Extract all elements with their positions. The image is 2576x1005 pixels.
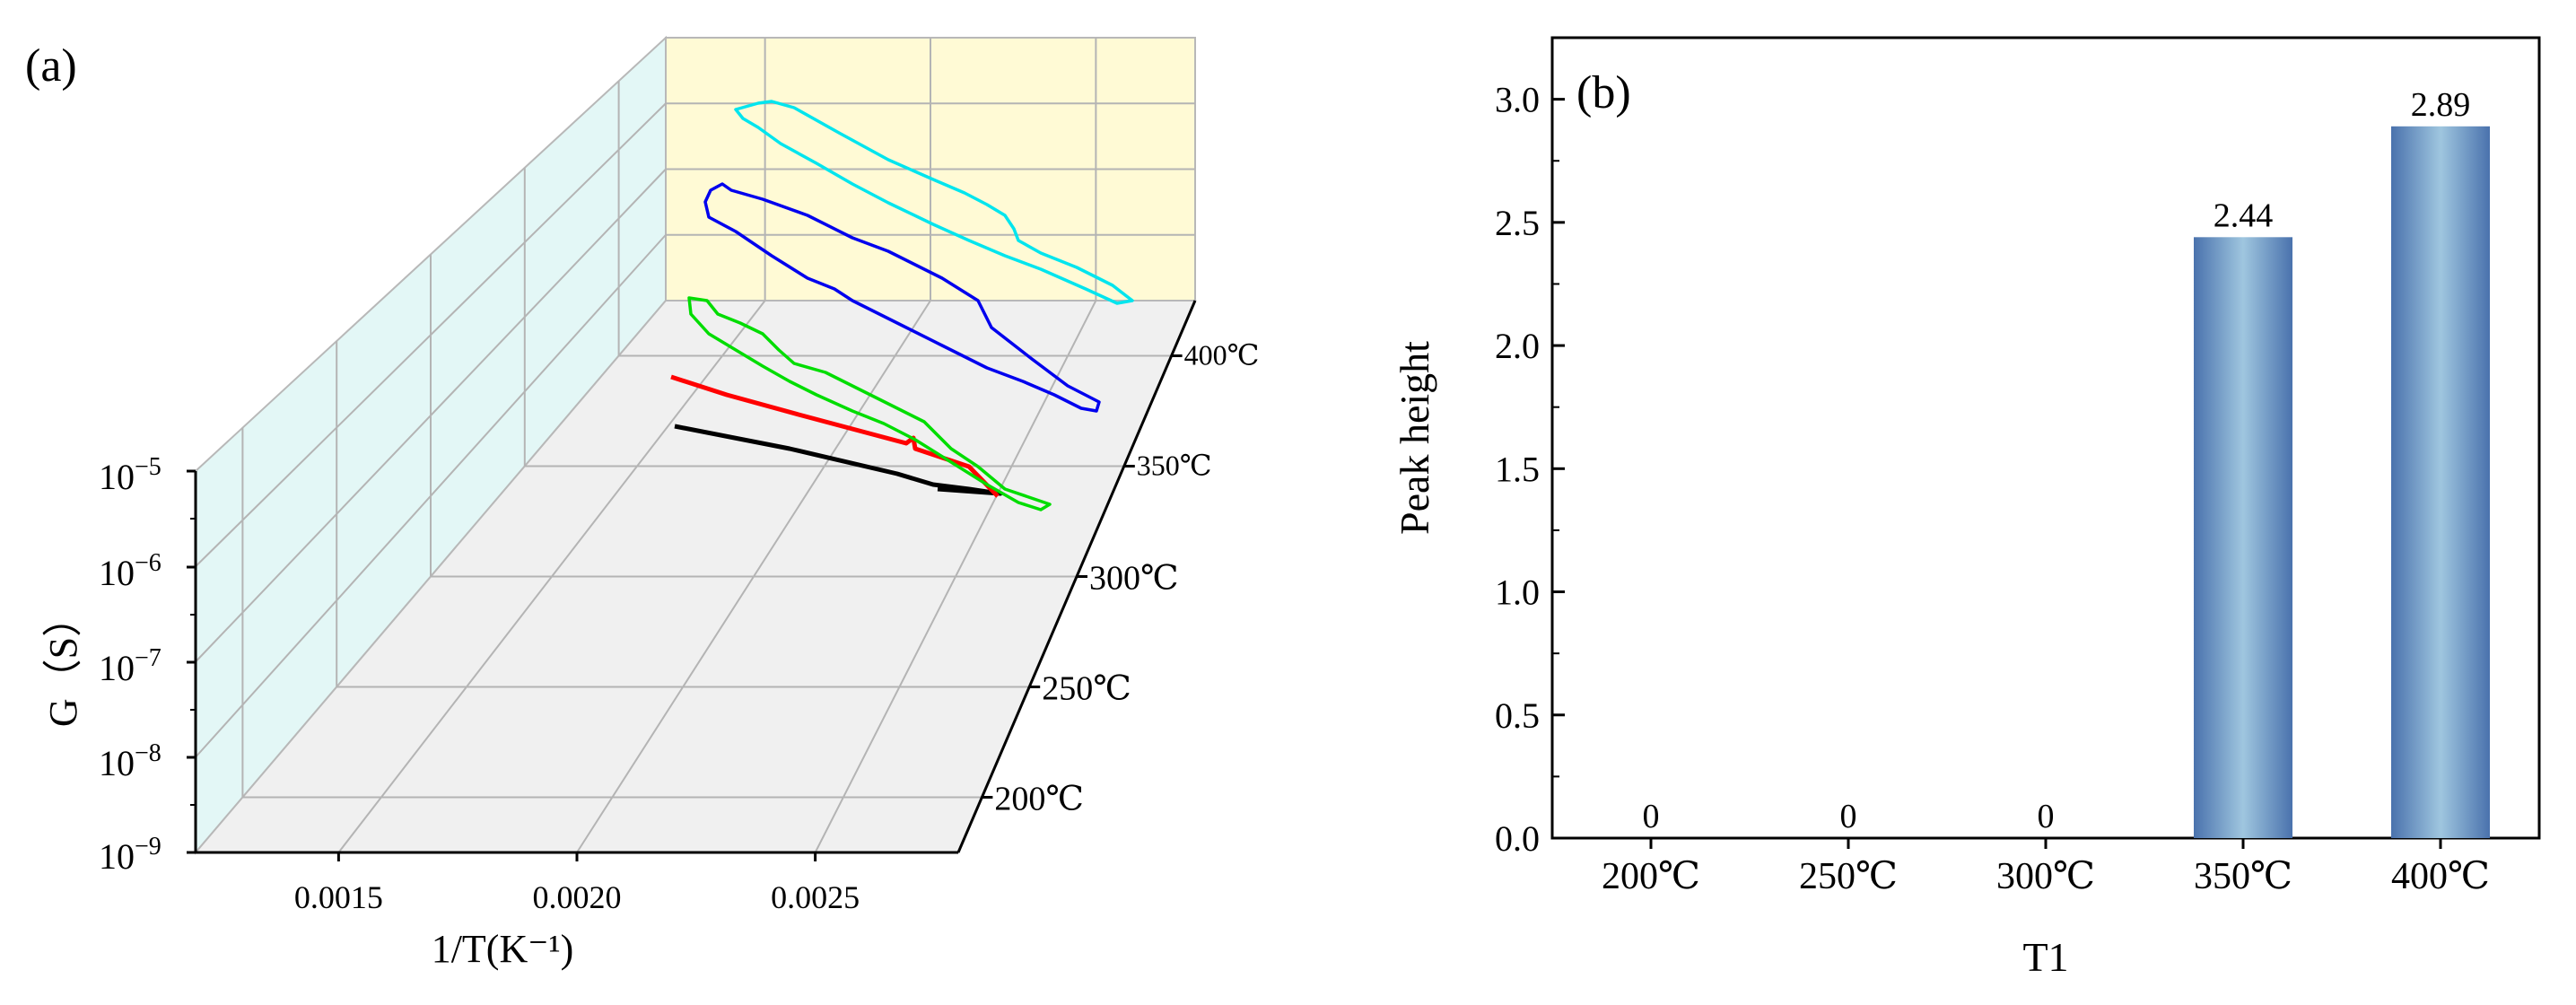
panel-a-depth-axis: 200℃ 250℃ 300℃ 350℃ 400℃: [956, 300, 1260, 853]
trace-350C: [703, 182, 1101, 413]
trace-300C: [687, 296, 1052, 511]
bar: [2194, 237, 2292, 838]
x-tick-label: 300℃: [1996, 856, 2095, 897]
y-tick-label: 2.0: [1495, 326, 1540, 366]
bar-value-label: 2.89: [2411, 86, 2471, 124]
panel-a-x-axis: 0.0015 0.0020 0.0025 1/T(K⁻¹): [196, 851, 958, 971]
y-axis-label: Peak height: [1392, 341, 1437, 535]
y-tick-label: 2.5: [1495, 203, 1540, 243]
y-tick-label: 0.5: [1495, 695, 1540, 736]
bar-value-label: 0: [1643, 798, 1660, 835]
trace-200C: [674, 424, 1003, 496]
x-tick-label: 250℃: [1799, 856, 1898, 897]
panel-b-label: (b): [1576, 67, 1631, 118]
bar-value-label: 0: [1840, 798, 1857, 835]
depth-tick-label: 400℃: [1184, 339, 1260, 371]
panel-a-gridlines: [195, 38, 1195, 853]
depth-tick-label: 300℃: [1089, 560, 1179, 598]
y-tick-label: 10−8: [99, 739, 162, 783]
x-tick-label: 200℃: [1602, 856, 1700, 897]
x-axis-label: 1/T(K⁻¹): [432, 927, 574, 971]
depth-tick-label: 250℃: [1042, 670, 1131, 708]
depth-tick-label: 350℃: [1137, 450, 1212, 482]
y-tick-label: 1.0: [1495, 572, 1540, 613]
y-tick-label: 10−5: [99, 453, 162, 497]
x-tick-label: 350℃: [2194, 856, 2292, 897]
panel-b-bar-chart: 0 0 0 2.44 2.89 0.0 0.5 1.0 1.5 2.0 2.5 3.0 200℃ 25…: [1392, 36, 2541, 980]
y-tick-label: 10−7: [99, 644, 162, 688]
y-tick-label: 3.0: [1495, 80, 1540, 120]
bar-value-label: 0: [2038, 798, 2055, 835]
y-tick-label: 1.5: [1495, 449, 1540, 489]
bar: [2391, 126, 2490, 838]
panel-a-3d-plot: 10−5 10−6 10−7 10−8 10−9 G（S） 0.0015 0.00…: [25, 35, 1260, 971]
x-tick-label: 0.0025: [771, 879, 860, 915]
bar-value-label: 2.44: [2214, 197, 2274, 234]
panel-a-traces: [670, 100, 1134, 511]
panel-a-y-axis: 10−5 10−6 10−7 10−8 10−9 G（S）: [41, 453, 197, 877]
x-tick-label: 400℃: [2391, 856, 2490, 897]
x-axis-label: T1: [2022, 934, 2068, 980]
panel-a-label: (a): [25, 40, 77, 92]
x-tick-label: 0.0015: [294, 879, 383, 915]
trace-400C: [734, 100, 1134, 305]
y-tick-label: 10−6: [99, 549, 162, 593]
depth-tick-label: 200℃: [994, 781, 1084, 818]
y-tick-label: 10−9: [99, 833, 162, 877]
y-axis-label: G（S）: [41, 598, 85, 727]
x-tick-label: 0.0020: [533, 879, 622, 915]
y-tick-label: 0.0: [1495, 818, 1540, 859]
